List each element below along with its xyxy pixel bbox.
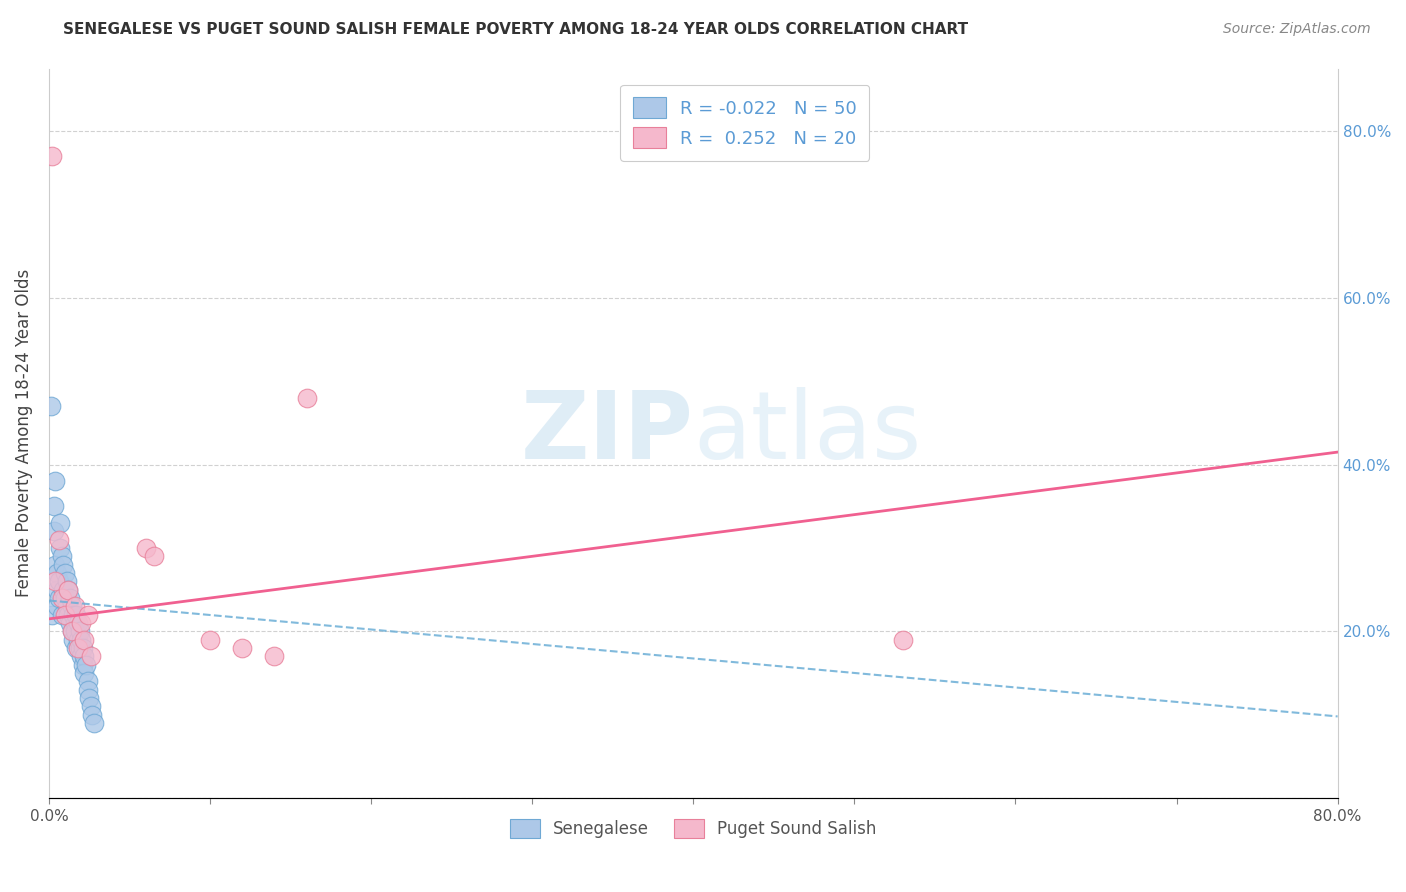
Point [58,607,80,622]
Point [49,516,72,530]
Text: Source: ZipAtlas.com: Source: ZipAtlas.com [1223,22,1371,37]
Point [59,615,82,630]
Point [80,699,103,714]
Point [77,691,100,706]
Text: ZIP: ZIP [520,387,693,479]
Text: atlas: atlas [693,387,921,479]
Point [83,716,105,731]
Point [52,558,75,572]
Point [80,649,103,664]
Point [46,582,69,597]
Point [142,549,165,564]
Point [891,632,914,647]
Point [76,682,98,697]
Point [49,541,72,555]
Point [53,591,76,605]
Point [76,674,98,689]
Point [44,558,66,572]
Point [41,607,63,622]
Point [295,391,318,405]
Point [58,582,80,597]
Text: SENEGALESE VS PUGET SOUND SALISH FEMALE POVERTY AMONG 18-24 YEAR OLDS CORRELATIO: SENEGALESE VS PUGET SOUND SALISH FEMALE … [63,22,969,37]
Point [51,591,73,605]
Point [62,632,84,647]
Point [48,591,70,605]
Point [59,591,82,605]
Point [44,574,66,589]
Point [48,574,70,589]
Point [198,632,221,647]
Point [76,607,98,622]
Point [65,607,87,622]
Point [73,649,96,664]
Point [60,624,83,639]
Point [58,582,80,597]
Point [69,641,91,656]
Point [72,657,94,672]
Point [42,500,65,514]
Point [66,641,89,656]
Point [66,615,89,630]
Point [60,624,83,639]
Point [70,632,93,647]
Point [70,649,93,664]
Y-axis label: Female Poverty Among 18-24 Year Olds: Female Poverty Among 18-24 Year Olds [15,269,32,598]
Point [55,574,77,589]
Point [44,475,66,489]
Point [263,649,285,664]
Point [46,566,69,580]
Point [42,524,65,539]
Point [73,632,96,647]
Legend: Senegalese, Puget Sound Salish: Senegalese, Puget Sound Salish [503,812,883,845]
Point [63,615,86,630]
Point [53,566,76,580]
Point [73,666,96,681]
Point [66,632,89,647]
Point [70,615,93,630]
Point [62,607,84,622]
Point [75,657,97,672]
Point [231,641,253,656]
Point [53,607,76,622]
Point [135,541,157,555]
Point [46,599,69,614]
Point [82,707,104,722]
Point [52,582,75,597]
Point [41,149,63,163]
Point [63,599,86,614]
Point [65,641,87,656]
Point [60,599,83,614]
Point [51,607,73,622]
Point [69,624,91,639]
Point [51,549,73,564]
Point [48,533,70,547]
Point [63,624,86,639]
Point [72,641,94,656]
Point [55,599,77,614]
Point [39,399,62,413]
